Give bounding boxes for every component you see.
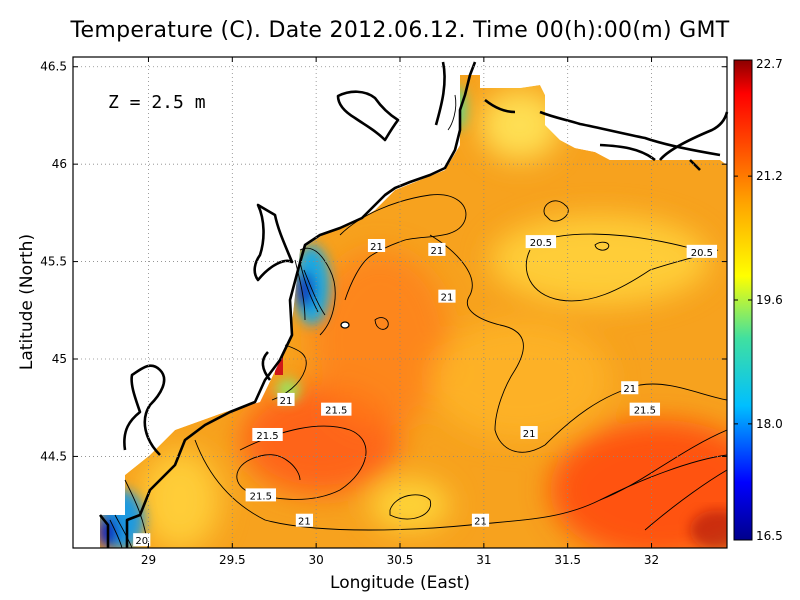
x-tick-label: 31 — [476, 553, 491, 567]
contour-lines — [109, 94, 727, 548]
contour-label: 20.5 — [691, 248, 713, 259]
contour-label: 21.5 — [250, 491, 272, 502]
cool-south — [370, 480, 450, 530]
x-tick-label: 29.5 — [219, 553, 246, 567]
cold-core-danube — [296, 272, 314, 308]
x-tick-label: 30.5 — [387, 553, 414, 567]
y-tick-label: 45 — [52, 352, 67, 366]
grid-lines — [73, 57, 727, 548]
x-axis-label: Longitude (East) — [330, 573, 470, 593]
contour-label: 21.5 — [634, 406, 656, 417]
contour-label: 21 — [431, 246, 444, 257]
x-tick-labels: 29 29.5 30 30.5 31 31.5 32 — [141, 57, 659, 567]
colorbar-tick-label: 22.7 — [756, 57, 783, 71]
colorbar-tick-label: 16.5 — [756, 529, 783, 543]
temperature-field — [73, 57, 727, 548]
y-axis-label: Latitude (North) — [17, 234, 37, 370]
contour-label-bg — [471, 513, 490, 527]
contour-label-bg — [133, 533, 151, 547]
coastline — [98, 61, 729, 548]
contour-label-bg — [367, 238, 386, 252]
cool-northeast — [480, 90, 560, 160]
warm-southeast — [550, 420, 727, 548]
small-island — [340, 321, 350, 329]
contour-label-bg — [438, 289, 456, 303]
contour-label: 21 — [474, 517, 487, 528]
contour-label-bg — [428, 242, 446, 256]
contour-label-bg — [252, 427, 283, 441]
cool-coast-south — [140, 450, 220, 548]
contour-label-bg — [295, 513, 314, 527]
contour-label-bg — [520, 426, 538, 440]
hot-spot-southeast — [690, 510, 727, 548]
contour-label-bg — [621, 381, 639, 395]
cool-tongue-north — [490, 215, 710, 305]
contour-label-bg — [629, 402, 661, 416]
land-area — [73, 57, 727, 548]
contour-label-bg — [245, 488, 277, 502]
colorbar-ticks: 16.5 18.0 19.6 21.2 22.7 — [734, 57, 783, 543]
contour-label: 20 — [135, 536, 148, 547]
contour-label-bg — [321, 402, 352, 416]
warm-band-west — [310, 250, 450, 430]
chart-title: Temperature (C). Date 2012.06.12. Time 0… — [70, 18, 730, 43]
contour-label-bg — [686, 244, 718, 258]
colorbar-tick-label: 18.0 — [756, 417, 783, 431]
x-tick-label: 29 — [141, 553, 156, 567]
contour-label: 21 — [298, 517, 311, 528]
contour-label: 21.5 — [325, 406, 347, 417]
x-tick-label: 31.5 — [554, 553, 581, 567]
contour-label: 20.5 — [530, 238, 552, 249]
y-tick-label: 46.5 — [40, 60, 67, 74]
contour-label-bg — [277, 392, 295, 406]
contour-label: 21.5 — [256, 431, 278, 442]
contour-label-bg — [525, 235, 557, 249]
cool-center — [430, 320, 610, 440]
colorbar-tick-label: 19.6 — [756, 293, 783, 307]
depth-label: Z = 2.5 m — [108, 92, 206, 113]
contour-label: 21 — [523, 429, 536, 440]
contour-label: 21 — [623, 384, 636, 395]
x-tick-label: 32 — [644, 553, 659, 567]
contour-label: 21 — [280, 396, 293, 407]
contour-label: 21 — [441, 293, 454, 304]
contour-labels: 21 21 20.5 20.5 21 21 21.5 21.5 21 21 21.5 21.5 21 21… — [133, 235, 718, 547]
contour-label: 21 — [370, 242, 383, 253]
y-tick-label: 44.5 — [40, 449, 67, 463]
y-tick-labels: 44.5 45 45.5 46 46.5 — [40, 60, 727, 463]
y-tick-label: 45.5 — [40, 255, 67, 269]
y-tick-label: 46 — [52, 157, 67, 171]
colorbar-tick-label: 21.2 — [756, 169, 783, 183]
x-tick-label: 30 — [309, 553, 324, 567]
